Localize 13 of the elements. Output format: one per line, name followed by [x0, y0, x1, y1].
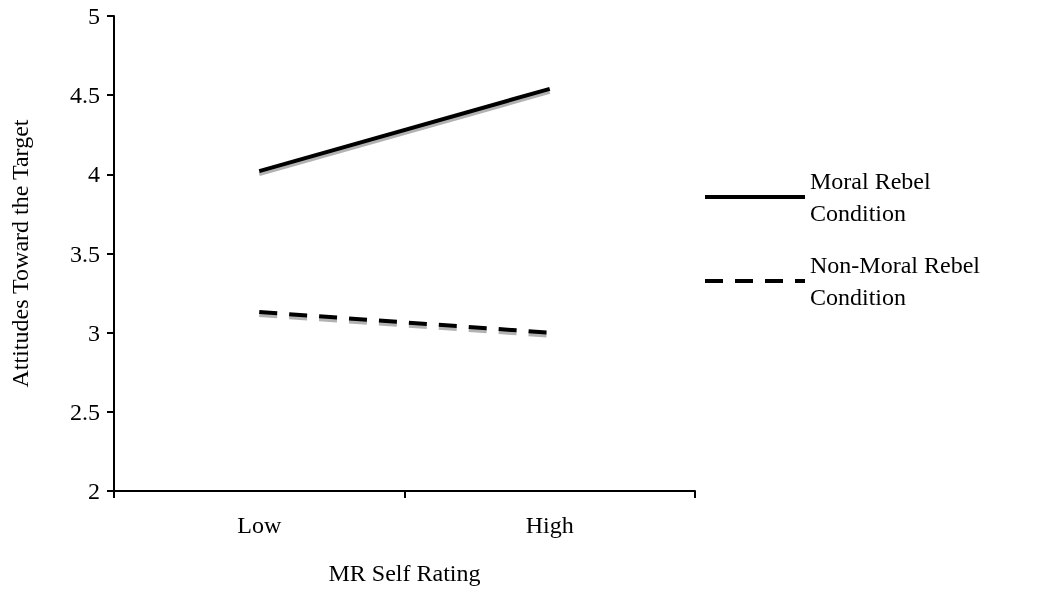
y-tick-label: 4.5: [70, 82, 100, 109]
y-tick-label: 3.5: [70, 240, 100, 267]
y-tick-label: 3: [88, 319, 100, 346]
x-tick-label: High: [525, 512, 574, 538]
legend-label: Non-Moral Rebel Condition: [810, 252, 986, 310]
legend-label: Moral Rebel Condition: [810, 168, 937, 226]
x-axis-title: MR Self Rating: [328, 560, 481, 586]
y-tick-label: 2: [88, 478, 100, 504]
y-tick-label: 2.5: [70, 398, 100, 425]
x-tick-label: Low: [237, 512, 282, 538]
y-tick-label: 5: [88, 3, 100, 29]
y-tick-label: 4: [88, 161, 100, 188]
y-axis-title: Attitudes Toward the Target: [7, 119, 33, 388]
